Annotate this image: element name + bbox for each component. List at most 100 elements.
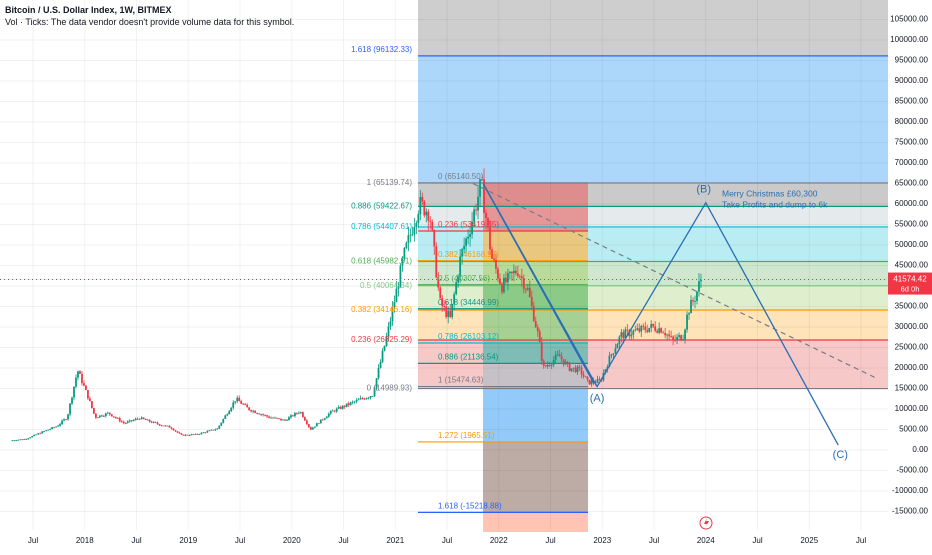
candle-body	[379, 362, 382, 369]
candle-body	[258, 413, 261, 415]
candle-body	[650, 323, 653, 328]
time-axis[interactable]: Jul 2018 Jul 2019 Jul 2020 Jul 2021 Jul 2022 Jul 20…	[0, 516, 932, 550]
candle-body	[598, 379, 601, 380]
candle-body	[238, 397, 241, 402]
fib-label-right: 0.5 (40307.56)	[438, 274, 490, 283]
candle-body	[688, 313, 690, 315]
candle-body	[51, 427, 54, 430]
candle-body	[102, 415, 105, 417]
candle-body	[658, 328, 661, 333]
candle-body	[35, 434, 38, 436]
price-tick-label: 100000.00	[890, 35, 928, 44]
candle-body	[136, 418, 139, 420]
candle-body	[33, 434, 36, 437]
price-tick-label: 25000.00	[895, 343, 929, 352]
candle-body	[262, 414, 264, 416]
candle-body	[361, 398, 364, 400]
candle-body	[524, 288, 527, 290]
candle-body	[359, 398, 362, 400]
fib-label-right: 1.272 (1965.51)	[438, 431, 495, 440]
candle-body	[421, 197, 424, 202]
candle-body	[375, 378, 378, 389]
candle-body	[230, 407, 233, 412]
candle-body	[467, 236, 469, 239]
time-tick-label: 2022	[490, 536, 508, 545]
candle-body	[660, 328, 663, 333]
candle-body	[224, 415, 227, 419]
candle-body	[176, 431, 179, 433]
price-tick-label: 95000.00	[895, 56, 929, 65]
candle-body	[582, 374, 585, 377]
candle-body	[75, 377, 77, 387]
candle-body	[294, 413, 296, 417]
candle-body	[596, 379, 599, 383]
price-axis[interactable]: 105000.00 100000.00 95000.00 90000.00 85000.…	[888, 0, 932, 550]
candle-body	[652, 323, 655, 327]
candle-body	[638, 328, 641, 332]
candle-body	[493, 258, 495, 260]
symbol-title[interactable]: Bitcoin / U.S. Dollar Index, 1W, BITMEX	[5, 5, 172, 15]
annotation-note-line2: Take Profits and dump to 6k	[722, 199, 828, 209]
fib-label-right: 0 (65140.50)	[438, 172, 484, 181]
time-tick-label: Jul	[752, 536, 762, 545]
candle-body	[674, 339, 676, 341]
candle-body	[568, 362, 571, 371]
candle-body	[516, 273, 519, 277]
dashed-trend-line	[472, 182, 877, 379]
candle-body	[138, 418, 141, 420]
candle-body	[216, 428, 219, 430]
candle-body	[325, 416, 328, 419]
candle-body	[156, 422, 159, 425]
candle-body	[160, 425, 163, 427]
candle-body	[81, 373, 83, 384]
candle-body	[437, 277, 440, 288]
price-tick-label: -15000.00	[892, 507, 929, 516]
candle-body	[98, 415, 101, 418]
candle-body	[544, 365, 547, 367]
candle-body	[485, 212, 487, 219]
candle-body	[357, 399, 360, 401]
candle-body	[184, 434, 187, 436]
candle-body	[491, 249, 493, 259]
candle-body	[71, 397, 73, 404]
candle-body	[530, 297, 533, 306]
candle-body	[528, 288, 531, 298]
fib-labels-layer: 1.618 (96132.33) 1 (65139.74) 0.886 (59422…	[351, 45, 848, 511]
candle-body	[578, 366, 581, 368]
price-tick-label: 20000.00	[895, 363, 929, 372]
candle-body	[648, 327, 651, 332]
candle-body	[250, 410, 253, 412]
candles-layer	[11, 168, 702, 442]
candle-body	[363, 398, 366, 400]
candle-body	[501, 283, 503, 293]
candle-body	[284, 419, 286, 421]
candle-body	[399, 265, 402, 288]
candle-body	[256, 412, 259, 414]
candle-body	[409, 234, 412, 236]
candle-body	[626, 329, 629, 331]
price-tick-label: 45000.00	[895, 261, 929, 270]
price-tick-label: 50000.00	[895, 240, 929, 249]
candle-body	[560, 356, 563, 360]
candle-body	[108, 412, 111, 415]
candle-body	[274, 417, 276, 419]
candle-body	[461, 249, 464, 257]
candle-body	[298, 412, 300, 414]
candle-body	[214, 429, 217, 431]
candle-body	[526, 288, 529, 290]
candle-body	[272, 417, 274, 419]
time-tick-label: Jul	[131, 536, 141, 545]
drawings-layer[interactable]	[472, 182, 877, 446]
candle-body	[93, 407, 95, 414]
candle-body	[278, 418, 280, 420]
price-tick-label: 55000.00	[895, 220, 929, 229]
time-tick-label: 2021	[386, 536, 404, 545]
candle-body	[67, 414, 69, 420]
candle-body	[429, 220, 432, 222]
candle-body	[508, 271, 511, 274]
candle-body	[546, 365, 549, 367]
candle-body	[556, 354, 559, 356]
candle-body	[222, 418, 225, 423]
